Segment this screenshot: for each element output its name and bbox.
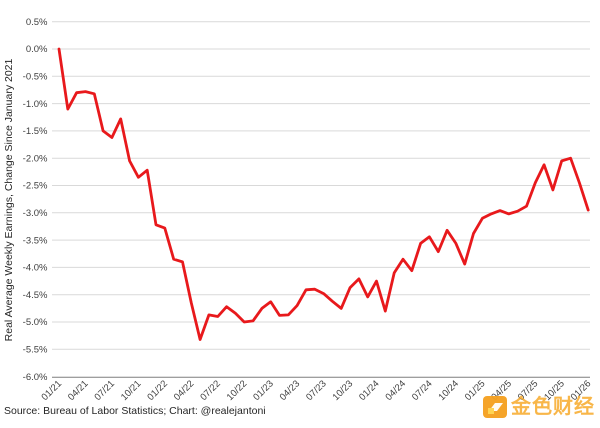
x-axis-tick-label: 07/21	[92, 378, 117, 403]
x-axis-tick-label: 01/23	[251, 378, 276, 403]
y-axis-tick-label: -1.0%	[23, 99, 48, 110]
x-axis-tick-label: 07/24	[410, 378, 435, 403]
x-axis-tick-label: 01/26	[569, 378, 594, 403]
x-axis-tick-label: 01/25	[463, 378, 488, 403]
x-axis-tick-label: 04/25	[489, 378, 514, 403]
x-axis-tick-label: 10/21	[119, 378, 144, 403]
y-axis-tick-label: -4.0%	[23, 263, 48, 274]
y-axis-tick-label: 0.5%	[26, 17, 48, 28]
y-axis-tick-label: -3.5%	[23, 235, 48, 246]
y-axis-tick-label: -0.5%	[23, 72, 48, 83]
x-axis-tick-label: 04/21	[66, 378, 91, 403]
x-axis-tick-label: 04/23	[278, 378, 303, 403]
y-axis-tick-label: 0.0%	[26, 44, 48, 55]
earnings-line	[57, 47, 590, 341]
x-axis-tick-label: 10/23	[331, 378, 356, 403]
x-axis-tick-label: 01/22	[145, 378, 170, 403]
y-axis-title: Real Average Weekly Earnings, Change Sin…	[3, 58, 15, 341]
x-axis-tick-label: 04/24	[384, 378, 409, 403]
x-axis-tick-label: 07/22	[198, 378, 223, 403]
x-axis-tick-label: 10/24	[436, 378, 461, 403]
x-axis-tick-label: 07/23	[304, 378, 329, 403]
y-axis-tick-label: -5.0%	[23, 317, 48, 328]
x-axis-tick-label: 04/22	[172, 378, 197, 403]
y-axis-tick-label: -2.0%	[23, 153, 48, 164]
x-axis-tick-label: 10/25	[542, 378, 567, 403]
y-axis-tick-label: -3.0%	[23, 208, 48, 219]
x-axis-tick-label: 07/25	[516, 378, 541, 403]
source-note: Source: Bureau of Labor Statistics; Char…	[4, 405, 266, 417]
x-axis-tick-label: 01/24	[357, 378, 382, 403]
y-axis-tick-label: -5.5%	[23, 345, 48, 356]
y-axis-tick-label: -6.0%	[23, 372, 48, 383]
y-axis-tick-label: -4.5%	[23, 290, 48, 301]
x-axis-tick-label: 10/22	[225, 378, 250, 403]
y-axis-tick-label: -2.5%	[23, 181, 48, 192]
y-axis-tick-label: -1.5%	[23, 126, 48, 137]
